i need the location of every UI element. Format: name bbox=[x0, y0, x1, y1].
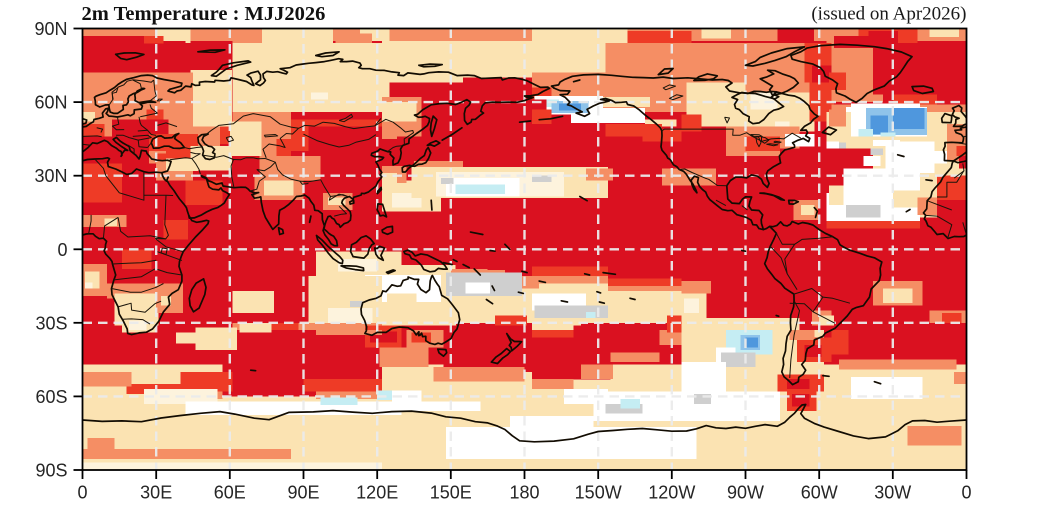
svg-text:120W: 120W bbox=[648, 483, 695, 503]
svg-text:90S: 90S bbox=[35, 461, 67, 481]
svg-text:0: 0 bbox=[77, 483, 87, 503]
svg-text:180: 180 bbox=[509, 483, 539, 503]
svg-text:150W: 150W bbox=[575, 483, 622, 503]
svg-text:30E: 30E bbox=[140, 483, 172, 503]
svg-text:120E: 120E bbox=[356, 483, 398, 503]
svg-text:0: 0 bbox=[57, 240, 67, 260]
svg-text:30N: 30N bbox=[34, 166, 67, 186]
svg-text:30S: 30S bbox=[35, 313, 67, 333]
svg-text:2m Temperature : MJJ2026: 2m Temperature : MJJ2026 bbox=[82, 3, 326, 25]
svg-text:30W: 30W bbox=[874, 483, 911, 503]
svg-text:90N: 90N bbox=[34, 19, 67, 39]
svg-text:60E: 60E bbox=[214, 483, 246, 503]
svg-text:90E: 90E bbox=[287, 483, 319, 503]
svg-text:60S: 60S bbox=[35, 387, 67, 407]
svg-text:150E: 150E bbox=[430, 483, 472, 503]
svg-text:90W: 90W bbox=[727, 483, 764, 503]
svg-text:0: 0 bbox=[961, 483, 971, 503]
svg-text:60N: 60N bbox=[34, 93, 67, 113]
svg-text:(issued on Apr2026): (issued on Apr2026) bbox=[811, 4, 966, 25]
svg-text:60W: 60W bbox=[801, 483, 838, 503]
